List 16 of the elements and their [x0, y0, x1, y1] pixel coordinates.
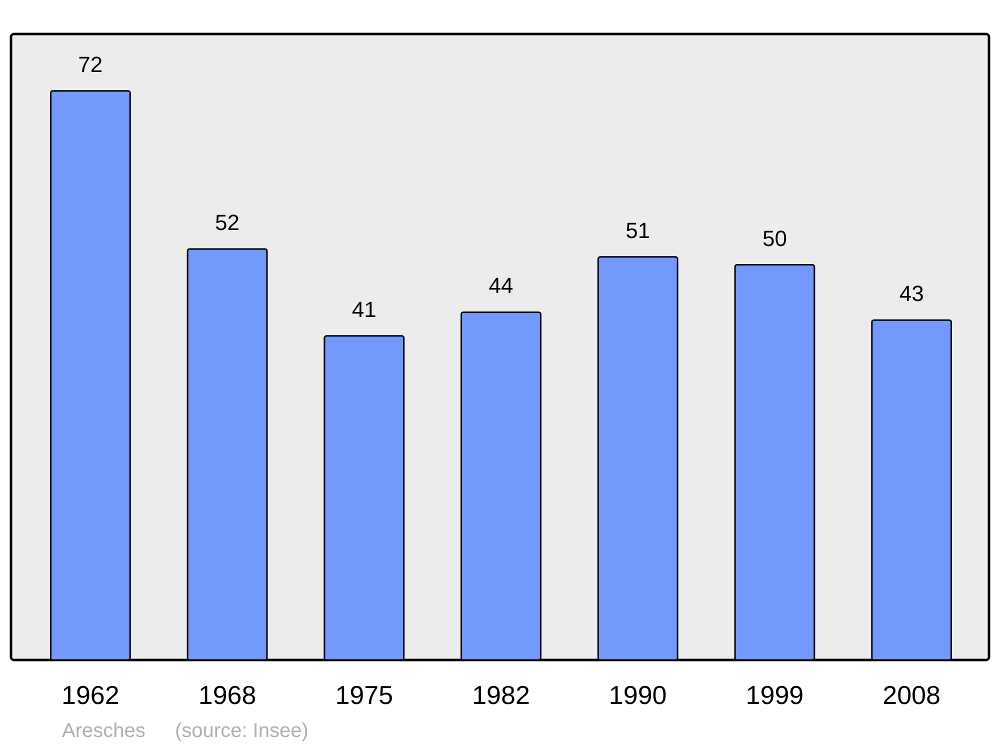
x-tick-label: 1975 [335, 680, 394, 710]
x-tick-label: 1990 [608, 680, 667, 710]
x-tick-label: 1999 [746, 680, 804, 710]
x-tick-label: 1968 [198, 680, 256, 710]
data-label: 51 [626, 218, 650, 243]
data-label: 43 [899, 281, 924, 306]
data-label: 52 [215, 210, 240, 235]
x-tick-label: 2008 [882, 680, 940, 710]
text: Aresches [62, 720, 146, 742]
x-tick-label: 1982 [472, 680, 530, 710]
text: (source: Insee) [175, 720, 308, 742]
data-label: 72 [78, 52, 103, 77]
data-label: 41 [352, 296, 376, 322]
data-label: 50 [762, 226, 787, 251]
data-label: 44 [488, 273, 514, 298]
x-tick-label: 1962 [62, 680, 120, 710]
